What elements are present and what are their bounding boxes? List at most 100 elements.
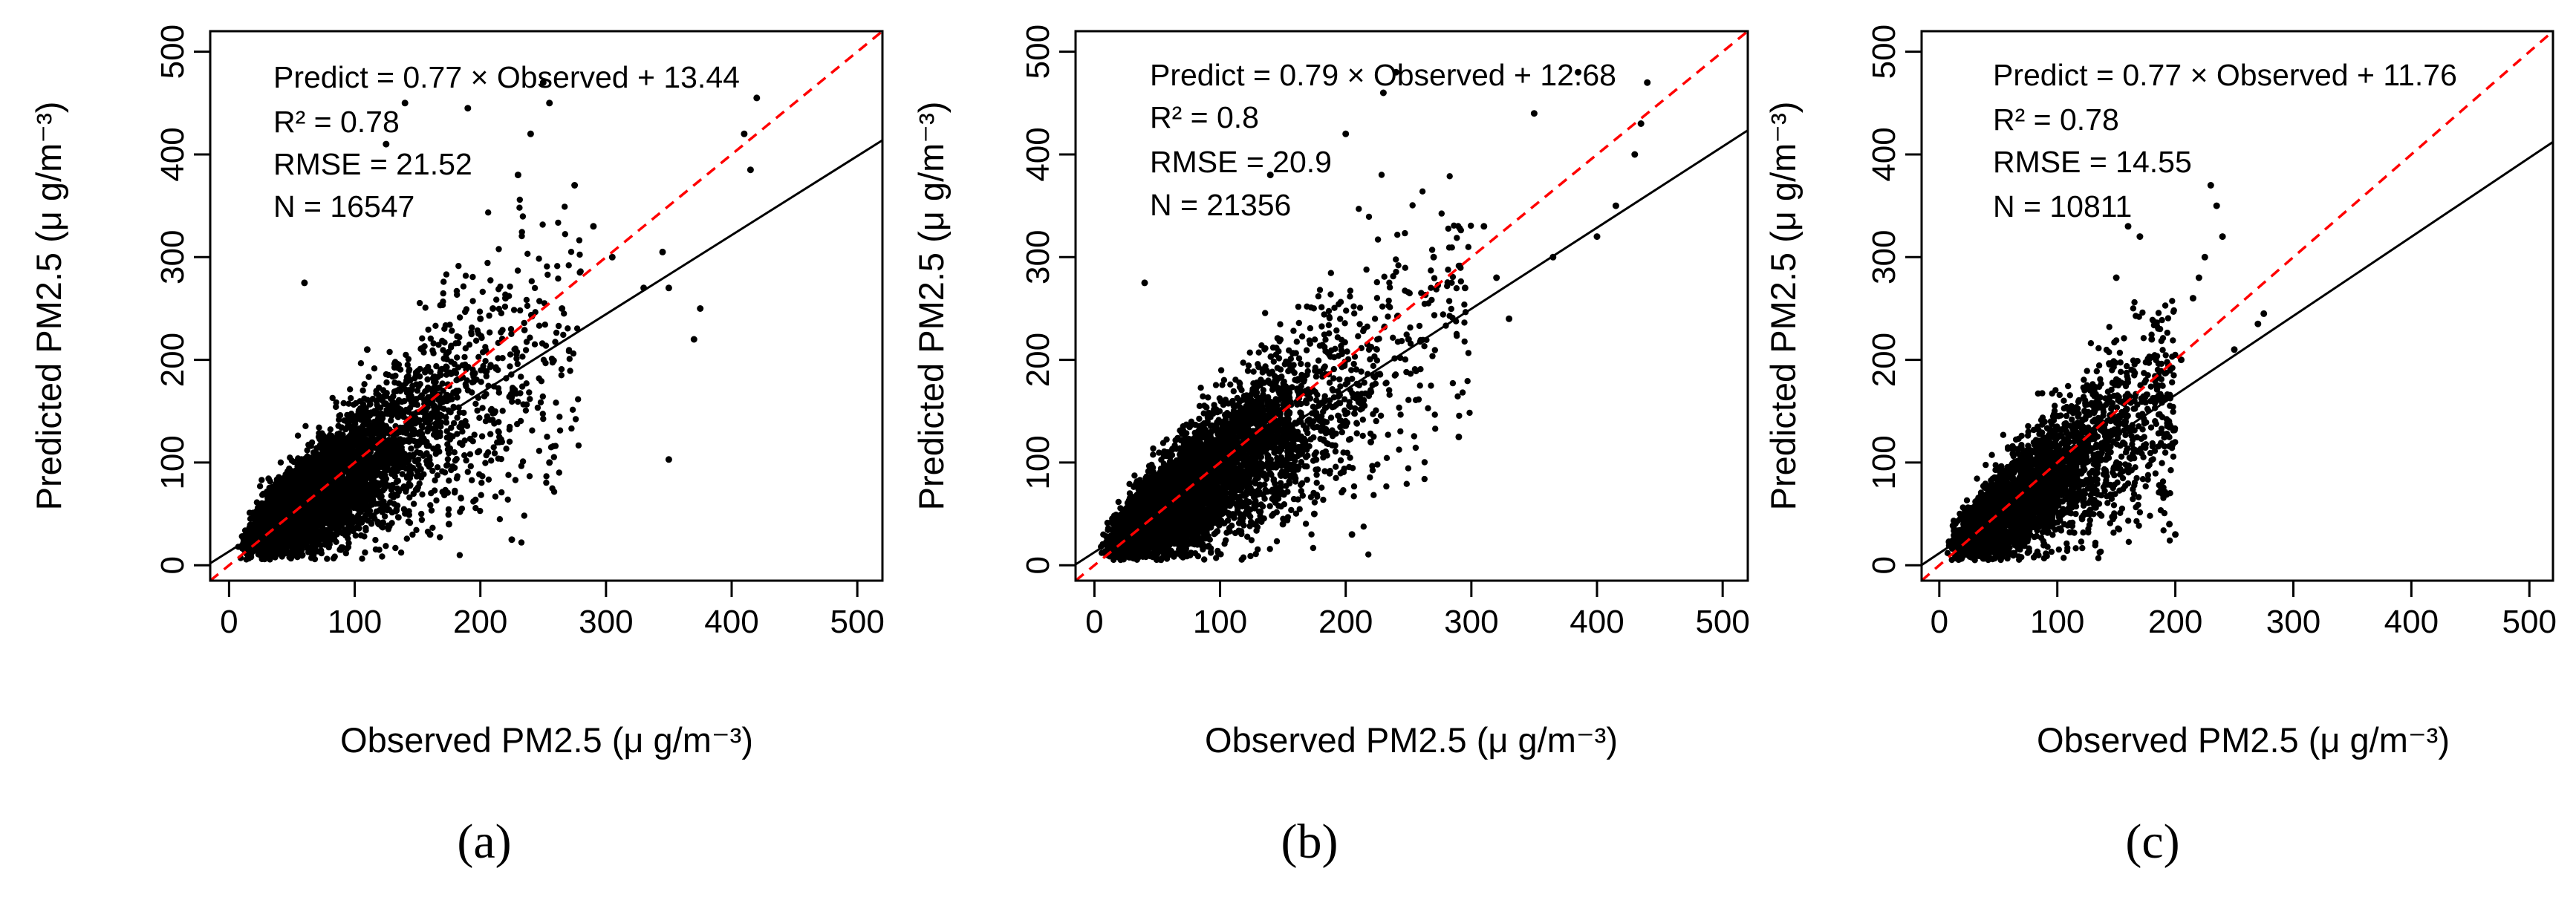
data-point xyxy=(495,389,502,396)
data-point xyxy=(456,552,464,558)
data-point xyxy=(397,549,405,556)
data-point xyxy=(567,249,575,255)
data-point xyxy=(456,314,464,321)
data-point xyxy=(362,549,368,556)
data-point xyxy=(458,505,466,512)
data-point xyxy=(536,298,543,304)
data-point xyxy=(435,374,441,380)
data-point xyxy=(456,334,463,341)
data-point xyxy=(364,409,371,416)
data-point xyxy=(440,278,447,285)
data-point xyxy=(437,534,443,541)
data-point xyxy=(480,362,487,370)
data-point xyxy=(540,356,547,363)
data-point xyxy=(454,473,461,480)
data-point xyxy=(412,420,419,427)
data-point xyxy=(418,392,426,399)
data-point xyxy=(507,351,514,358)
data-point xyxy=(506,426,513,433)
data-point xyxy=(507,391,514,398)
data-point xyxy=(436,448,443,455)
data-point xyxy=(274,495,281,501)
data-point xyxy=(469,324,475,331)
data-point xyxy=(375,446,382,453)
data-point xyxy=(506,438,513,445)
data-point xyxy=(476,414,483,421)
data-point xyxy=(270,538,277,545)
data-point xyxy=(449,327,455,334)
data-point xyxy=(415,441,422,448)
data-point xyxy=(386,348,393,356)
data-point xyxy=(350,483,357,489)
data-point xyxy=(447,393,454,399)
data-point xyxy=(298,456,305,463)
data-point xyxy=(299,468,306,474)
data-point xyxy=(452,340,459,347)
data-point xyxy=(531,341,539,348)
data-point xyxy=(399,471,406,477)
data-point xyxy=(360,457,367,463)
data-point xyxy=(427,335,434,342)
data-point xyxy=(526,473,533,480)
data-point xyxy=(566,356,573,362)
data-point xyxy=(310,478,316,486)
data-point xyxy=(458,495,464,502)
data-point xyxy=(380,387,387,394)
data-point xyxy=(544,263,550,270)
data-point xyxy=(478,492,484,498)
data-point xyxy=(479,405,486,411)
data-point xyxy=(509,398,515,405)
data-point xyxy=(481,393,488,399)
data-point xyxy=(456,423,463,431)
data-point xyxy=(313,445,320,451)
data-point xyxy=(357,532,365,539)
data-point xyxy=(427,461,435,468)
data-point xyxy=(416,417,423,424)
data-point xyxy=(311,501,318,508)
data-point xyxy=(259,492,266,498)
data-point xyxy=(374,489,381,495)
data-point xyxy=(539,221,546,228)
data-point xyxy=(492,365,499,372)
data-point xyxy=(406,482,414,489)
data-point xyxy=(572,416,579,423)
data-point xyxy=(287,555,294,562)
data-point xyxy=(305,441,312,448)
data-point xyxy=(562,203,568,210)
data-point xyxy=(354,496,361,503)
data-point xyxy=(255,551,261,558)
data-point xyxy=(258,477,265,483)
data-point xyxy=(544,434,550,440)
data-point xyxy=(322,541,328,548)
data-point xyxy=(432,322,439,329)
data-point xyxy=(569,406,576,413)
data-point xyxy=(251,509,258,516)
data-point xyxy=(241,527,249,534)
data-point xyxy=(369,396,377,402)
data-point xyxy=(336,417,342,423)
data-point xyxy=(565,262,572,269)
data-point xyxy=(440,355,447,362)
data-point xyxy=(369,464,377,471)
data-point xyxy=(261,555,268,563)
data-point xyxy=(310,449,317,456)
data-point xyxy=(486,312,492,319)
data-point xyxy=(402,386,409,393)
data-point xyxy=(468,330,475,338)
data-point xyxy=(443,434,450,441)
data-point xyxy=(454,431,461,437)
data-point xyxy=(351,440,357,446)
data-point xyxy=(400,424,406,431)
data-point xyxy=(430,340,437,347)
data-point xyxy=(356,425,363,432)
data-point xyxy=(523,401,530,408)
data-point xyxy=(430,350,437,356)
data-point xyxy=(445,506,452,513)
data-point xyxy=(526,389,533,396)
data-point xyxy=(467,463,474,470)
data-point xyxy=(455,263,462,270)
data-point xyxy=(436,430,443,437)
data-point xyxy=(443,419,450,426)
data-point xyxy=(543,479,550,486)
